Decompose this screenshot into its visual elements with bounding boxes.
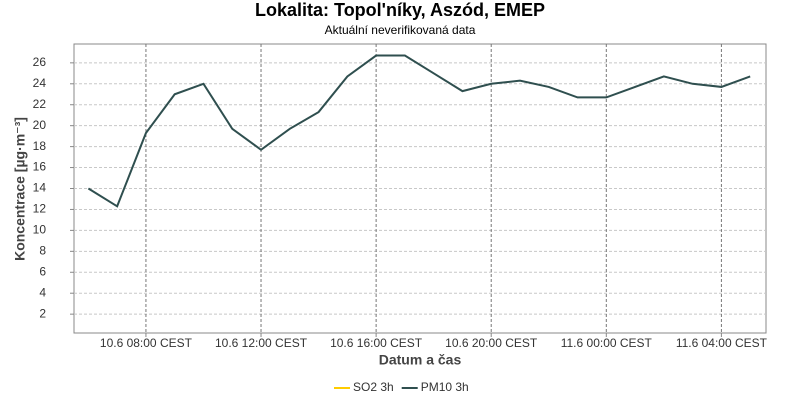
y-tick-label: 14 [33,181,47,195]
series-line [87,54,751,208]
x-axis-label: Datum a čas [379,352,462,368]
y-tick-label: 16 [33,160,47,174]
y-tick-label: 26 [33,55,47,69]
x-tick-label: 11.6 00:00 CEST [561,336,653,350]
y-tick-label: 24 [33,76,47,90]
y-tick-label: 4 [39,285,46,299]
legend-label: PM10 3h [421,380,469,394]
y-tick-label: 12 [33,202,47,216]
y-tick-label: 10 [33,223,47,237]
x-tick-label: 10.6 20:00 CEST [445,336,538,350]
y-axis-label: Koncentrace [µg·m⁻³] [12,117,28,261]
chart-title: Lokalita: Topol'níky, Aszód, EMEP [255,0,545,20]
x-tick-label: 10.6 12:00 CEST [215,336,308,350]
x-tick-label: 10.6 16:00 CEST [330,336,423,350]
y-tick-label: 20 [33,118,47,132]
y-tick-label: 2 [39,306,46,320]
chart-subtitle: Aktuální neverifikovaná data [325,23,476,37]
x-tick-label: 10.6 08:00 CEST [100,336,193,350]
y-tick-label: 18 [33,139,47,153]
x-tick-label: 11.6 04:00 CEST [676,336,768,350]
y-tick-label: 8 [39,243,46,257]
y-tick-label: 6 [39,264,46,278]
y-tick-label: 22 [33,97,47,111]
legend-label: SO2 3h [353,380,394,394]
